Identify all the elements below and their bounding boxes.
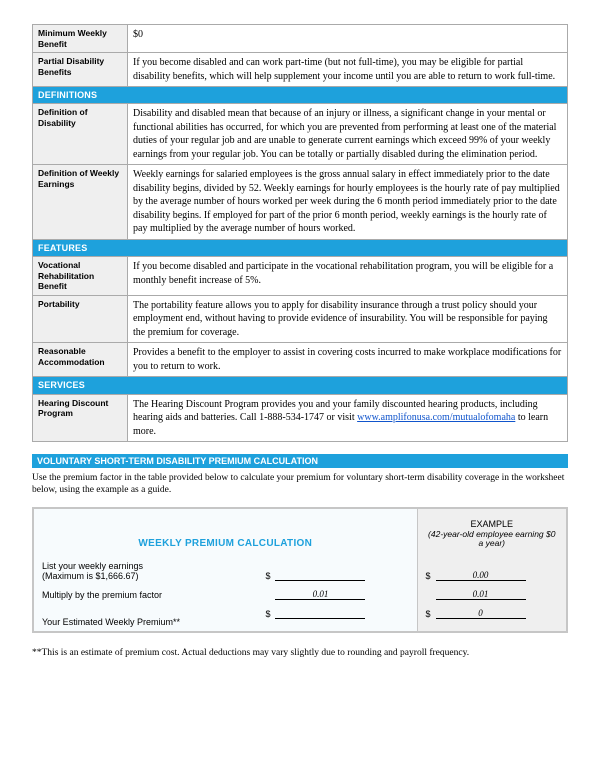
row-text: The Hearing Discount Program provides yo…	[128, 394, 568, 442]
premium-calc-box: WEEKLY PREMIUM CALCULATION EXAMPLE (42-y…	[32, 507, 568, 633]
calc-section-header: VOLUNTARY SHORT-TERM DISABILITY PREMIUM …	[32, 454, 568, 468]
line2-label: Multiply by the premium factor	[34, 585, 257, 604]
row-label: Hearing Discount Program	[33, 394, 128, 442]
line1-label: List your weekly earnings (Maximum is $1…	[34, 557, 257, 585]
row-text: If you become disabled and participate i…	[128, 257, 568, 296]
row-text: Provides a benefit to the employer to as…	[128, 343, 568, 377]
external-link[interactable]: www.amplifonusa.com/mutualofomaha	[357, 412, 515, 423]
line2-input[interactable]: 0.01	[257, 585, 417, 604]
line2-example: 0.01	[417, 585, 566, 604]
benefits-table: Minimum Weekly Benefit$0Partial Disabili…	[32, 24, 568, 442]
wpc-title: WEEKLY PREMIUM CALCULATION	[34, 509, 417, 557]
line3-input[interactable]: $	[257, 604, 417, 631]
row-label: Definition of Weekly Earnings	[33, 165, 128, 240]
section-header: FEATURES	[33, 239, 568, 256]
row-label: Portability	[33, 295, 128, 343]
row-label: Reasonable Accommodation	[33, 343, 128, 377]
row-label: Partial Disability Benefits	[33, 53, 128, 87]
row-label: Vocational Rehabilitation Benefit	[33, 257, 128, 296]
line3-example: $0	[417, 604, 566, 631]
line1-input[interactable]: $	[257, 557, 417, 585]
row-text: $0	[128, 25, 568, 53]
row-text: The portability feature allows you to ap…	[128, 295, 568, 343]
section-header: DEFINITIONS	[33, 87, 568, 104]
row-label: Definition of Disability	[33, 104, 128, 165]
row-text: Disability and disabled mean that becaus…	[128, 104, 568, 165]
calc-intro-text: Use the premium factor in the table prov…	[32, 472, 568, 497]
row-text: If you become disabled and can work part…	[128, 53, 568, 87]
line3-label: Your Estimated Weekly Premium**	[34, 604, 257, 631]
example-header: EXAMPLE (42-year-old employee earning $0…	[417, 509, 566, 557]
section-header: SERVICES	[33, 377, 568, 394]
line1-example: $0.00	[417, 557, 566, 585]
row-text: Weekly earnings for salaried employees i…	[128, 165, 568, 240]
row-label: Minimum Weekly Benefit	[33, 25, 128, 53]
footnote: **This is an estimate of premium cost. A…	[32, 647, 568, 659]
